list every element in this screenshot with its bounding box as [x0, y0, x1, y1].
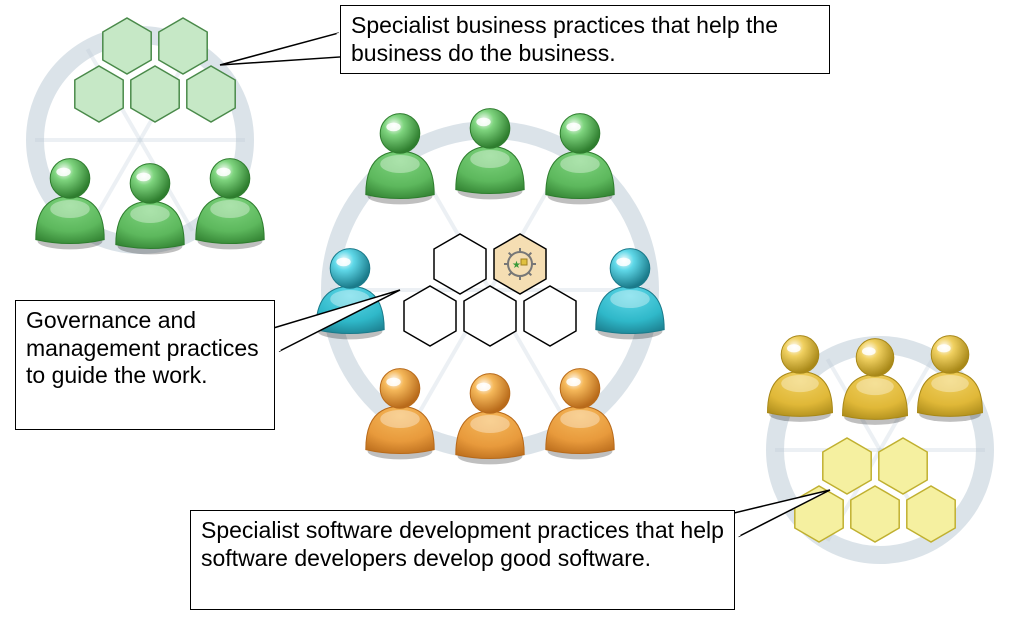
hex-cluster-white — [404, 234, 576, 346]
diagram-stage: ★ Specialist business practices that hel… — [0, 0, 1024, 618]
kernel-glyph: ★ — [504, 248, 536, 280]
callout-governance-text: Governance and management practices to g… — [26, 307, 259, 388]
callout-governance: Governance and management practices to g… — [15, 300, 275, 430]
callout-business: Specialist business practices that help … — [340, 5, 830, 74]
callout-software: Specialist software development practice… — [190, 510, 735, 610]
callout-software-text: Specialist software development practice… — [201, 517, 724, 571]
hex-cluster-yellow — [795, 438, 955, 542]
svg-text:★: ★ — [512, 260, 521, 271]
callout-business-text: Specialist business practices that help … — [351, 12, 778, 66]
